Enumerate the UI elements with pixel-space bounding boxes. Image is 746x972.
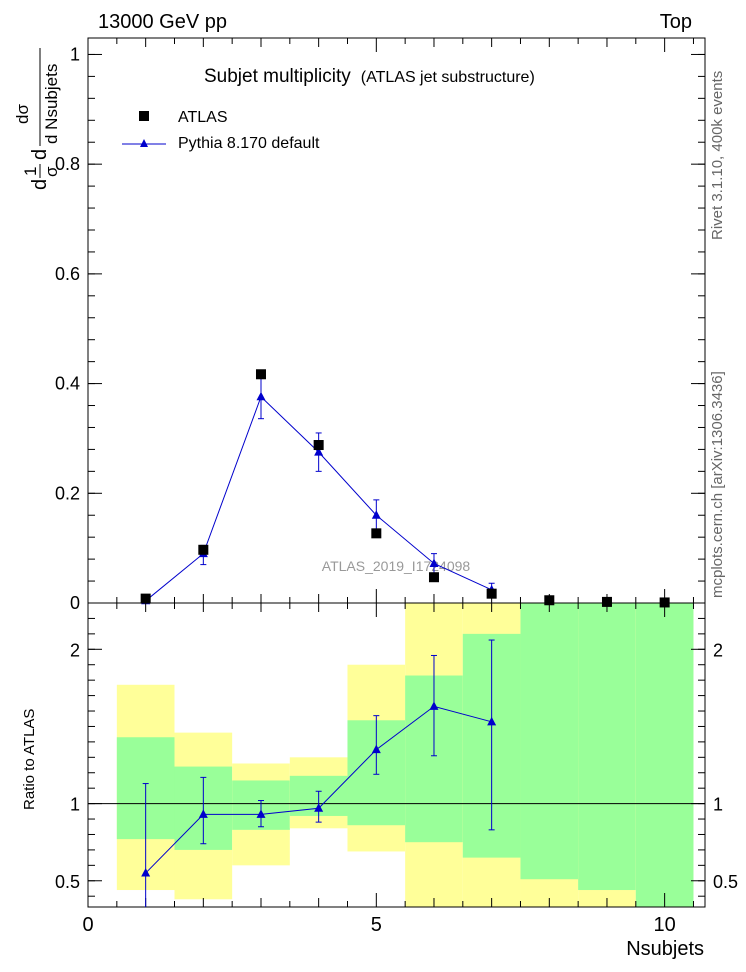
x-axis-label: Nsubjets	[626, 938, 704, 960]
pythia-point	[256, 391, 266, 401]
legend-atlas-marker	[139, 111, 149, 121]
uncertainty-band-green	[635, 603, 694, 907]
ratio-y-tick-label: 0.5	[55, 872, 80, 892]
pythia-point	[371, 510, 381, 519]
atlas-data-point	[486, 588, 497, 599]
ratio-pythia-point	[371, 744, 381, 754]
main-y-tick-label: 1	[70, 44, 80, 64]
atlas-data-point	[601, 596, 612, 607]
x-tick-label: 0	[82, 914, 93, 936]
ylabel-frac2-num: dσ	[13, 104, 32, 124]
ylabel-mid: d	[29, 149, 51, 160]
pythia-point	[314, 447, 324, 456]
uncertainty-band-green	[520, 603, 579, 880]
ratio-pythia-point	[487, 716, 497, 726]
x-tick-label: 5	[371, 914, 382, 936]
main-y-tick-label: 0.2	[55, 483, 80, 503]
ratio-pythia-point	[141, 868, 151, 877]
ratio-pythia-point	[314, 803, 324, 812]
header-process-label: Top	[660, 11, 692, 33]
atlas-data-point	[428, 572, 439, 583]
main-y-tick-label: 0.4	[55, 374, 80, 394]
atlas-data-point	[255, 369, 266, 380]
ratio-y-axis-label: Ratio to ATLAS	[21, 709, 38, 810]
legend: ATLAS Pythia 8.170 default	[122, 109, 320, 152]
ratio-pythia-point	[256, 809, 266, 818]
ratio-y-tick-label-right: 2	[713, 640, 723, 660]
ratio-y-tick-label: 1	[70, 795, 80, 815]
atlas-data-point	[544, 595, 555, 606]
legend-pythia-label: Pythia 8.170 default	[178, 135, 320, 152]
legend-pythia-marker	[140, 139, 148, 147]
atlas-data-point	[313, 440, 324, 451]
ratio-y-tick-label-right: 0.5	[713, 872, 738, 892]
ylabel-prefix: d	[29, 179, 51, 190]
ratio-pythia-point	[429, 701, 439, 710]
ratio-pythia-point	[198, 809, 208, 818]
main-y-tick-label: 0	[70, 593, 80, 613]
atlas-data-point	[371, 528, 382, 539]
pythia-point	[429, 558, 439, 568]
main-y-tick-label: 0.6	[55, 264, 80, 284]
ratio-y-tick-label-right: 1	[713, 795, 723, 815]
atlas-data-point	[198, 544, 209, 555]
uncertainty-band-green	[578, 603, 636, 891]
rivet-info-label: Rivet 3.1.10, 400k events	[709, 71, 726, 240]
ratio-y-tick-label: 2	[70, 640, 80, 660]
x-tick-label: 10	[654, 914, 676, 936]
header-energy-label: 13000 GeV pp	[98, 11, 227, 33]
atlas-data-point	[659, 597, 670, 608]
chart-title: Subjet multiplicity (ATLAS jet substructu…	[204, 66, 535, 87]
legend-atlas-label: ATLAS	[178, 109, 228, 126]
analysis-watermark: ATLAS_2019_I1724098	[322, 558, 471, 574]
atlas-data-point	[140, 593, 151, 604]
mcplots-info-label: mcplots.cern.ch [arXiv:1306.3436]	[709, 371, 726, 598]
main-y-axis-label: d 1 σ d dσ d Nsubjets	[13, 48, 61, 190]
main-y-tick-label: 0.8	[55, 154, 80, 174]
ylabel-frac1-num: 1	[21, 167, 40, 176]
ylabel-frac2-den: d Nsubjets	[42, 64, 61, 144]
ratio-plot-frame	[87, 602, 706, 908]
ylabel-frac1-den: σ	[42, 166, 61, 177]
